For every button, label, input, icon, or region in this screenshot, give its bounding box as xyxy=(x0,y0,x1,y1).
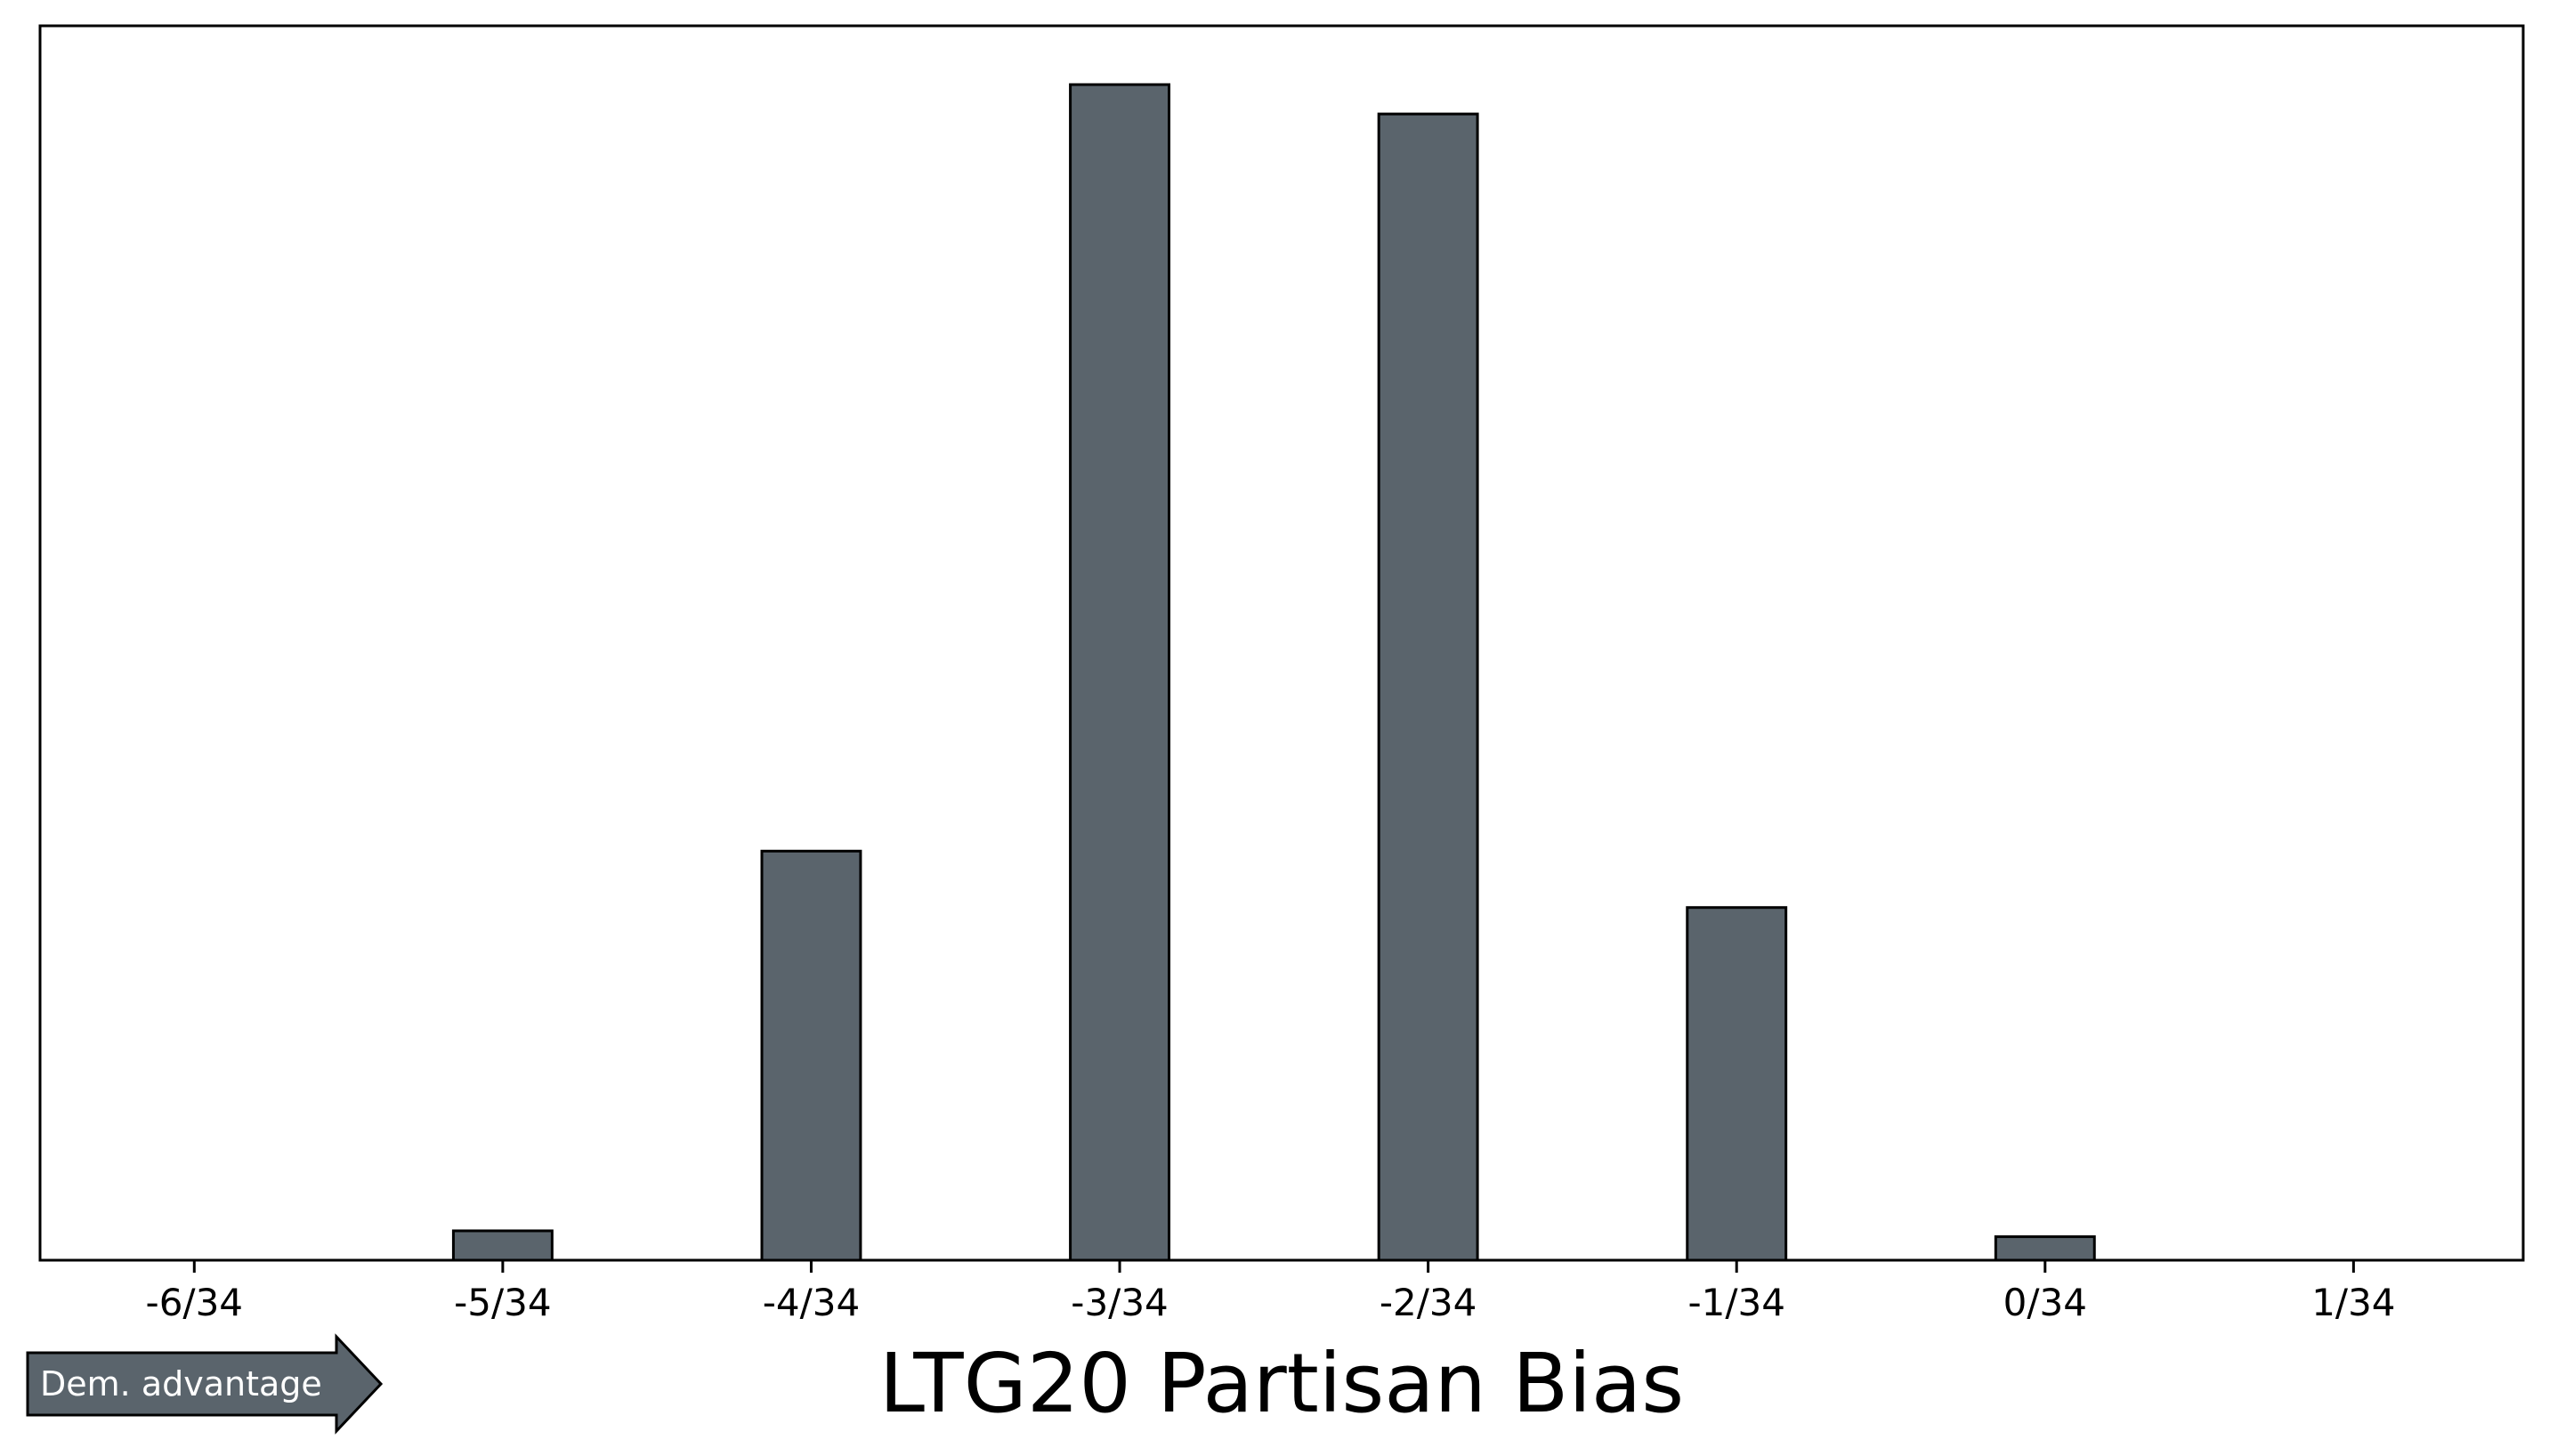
x-tick-label: -4/34 xyxy=(763,1281,860,1324)
dem-advantage-arrow: Dem. advantage xyxy=(26,1333,384,1435)
x-tick-label: -3/34 xyxy=(1071,1281,1168,1324)
x-axis-label: LTG20 Partisan Bias xyxy=(879,1336,1684,1431)
histogram-bar xyxy=(1686,906,1788,1262)
x-tick-label: -2/34 xyxy=(1380,1281,1477,1324)
plot-frame xyxy=(38,24,2525,1262)
x-tick-label: 0/34 xyxy=(2003,1281,2087,1324)
histogram-bar xyxy=(1377,112,1479,1262)
histogram-bar xyxy=(760,849,862,1262)
histogram-bar xyxy=(1069,83,1170,1262)
arrow-label: Dem. advantage xyxy=(40,1364,322,1403)
x-tick-label: -5/34 xyxy=(454,1281,551,1324)
bars-group xyxy=(451,83,2096,1262)
x-tick-label: -6/34 xyxy=(146,1281,243,1324)
x-tick-label: 1/34 xyxy=(2311,1281,2395,1324)
arrow-icon xyxy=(26,1333,384,1435)
histogram-bar xyxy=(1994,1235,2096,1262)
x-tick-label: -1/34 xyxy=(1687,1281,1784,1324)
x-axis-ticks: -6/34 -5/34 -4/34 -3/34 -2/34 -1/34 0/34 1/34 xyxy=(146,1260,2396,1324)
histogram-bar xyxy=(451,1229,554,1262)
